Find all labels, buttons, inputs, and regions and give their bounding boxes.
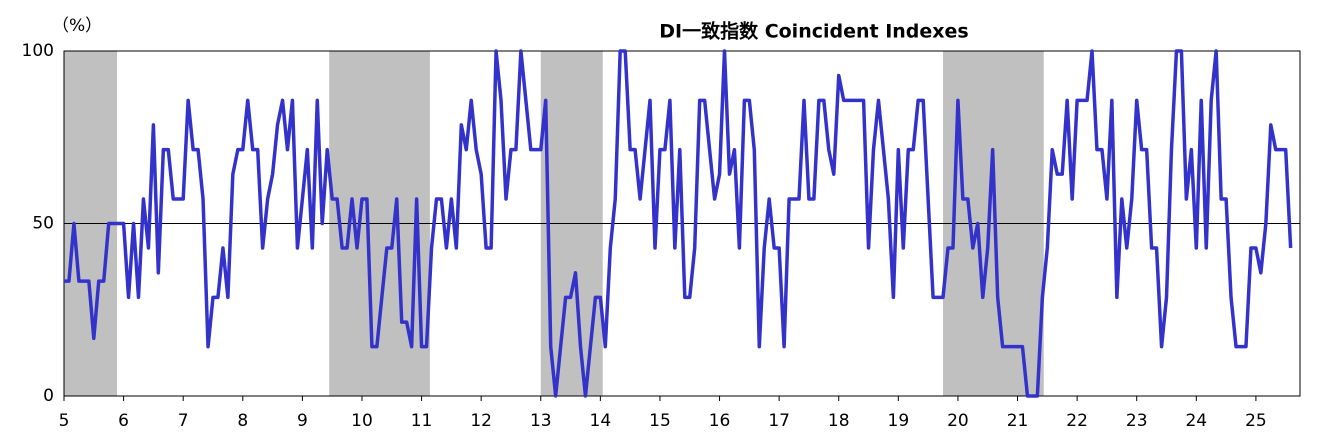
- plot-border: [63, 50, 1301, 397]
- x-tick-label: 23: [1126, 411, 1148, 431]
- data-line: [64, 49, 1293, 398]
- x-tick-label: 7: [178, 411, 189, 431]
- y-tick-label: 50: [32, 214, 54, 234]
- x-tick-label: 17: [768, 411, 790, 431]
- x-tick-label: 20: [947, 411, 969, 431]
- x-tick-label: 5: [59, 411, 70, 431]
- y-tick-label: 0: [43, 386, 54, 406]
- x-tick-label: 11: [411, 411, 433, 431]
- x-tick-label: 12: [470, 411, 492, 431]
- x-tick-label: 22: [1066, 411, 1088, 431]
- x-tick-label: 25: [1245, 411, 1267, 431]
- x-tick-label: 24: [1185, 411, 1207, 431]
- x-tick-label: 14: [590, 411, 612, 431]
- x-tick-label: 6: [118, 411, 129, 431]
- x-tick-label: 16: [709, 411, 731, 431]
- y-tick-label: 100: [22, 41, 54, 61]
- x-tick-label: 9: [297, 411, 308, 431]
- x-tick-label: 13: [530, 411, 552, 431]
- x-tick-label: 21: [1007, 411, 1029, 431]
- y-unit: （%）: [52, 16, 102, 36]
- x-tick-label: 10: [351, 411, 373, 431]
- x-tick-label: 8: [237, 411, 248, 431]
- x-tick-label: 19: [888, 411, 910, 431]
- x-tick-label: 18: [828, 411, 850, 431]
- chart-title: DI一致指数 Coincident Indexes: [659, 20, 969, 43]
- x-tick-label: 15: [649, 411, 671, 431]
